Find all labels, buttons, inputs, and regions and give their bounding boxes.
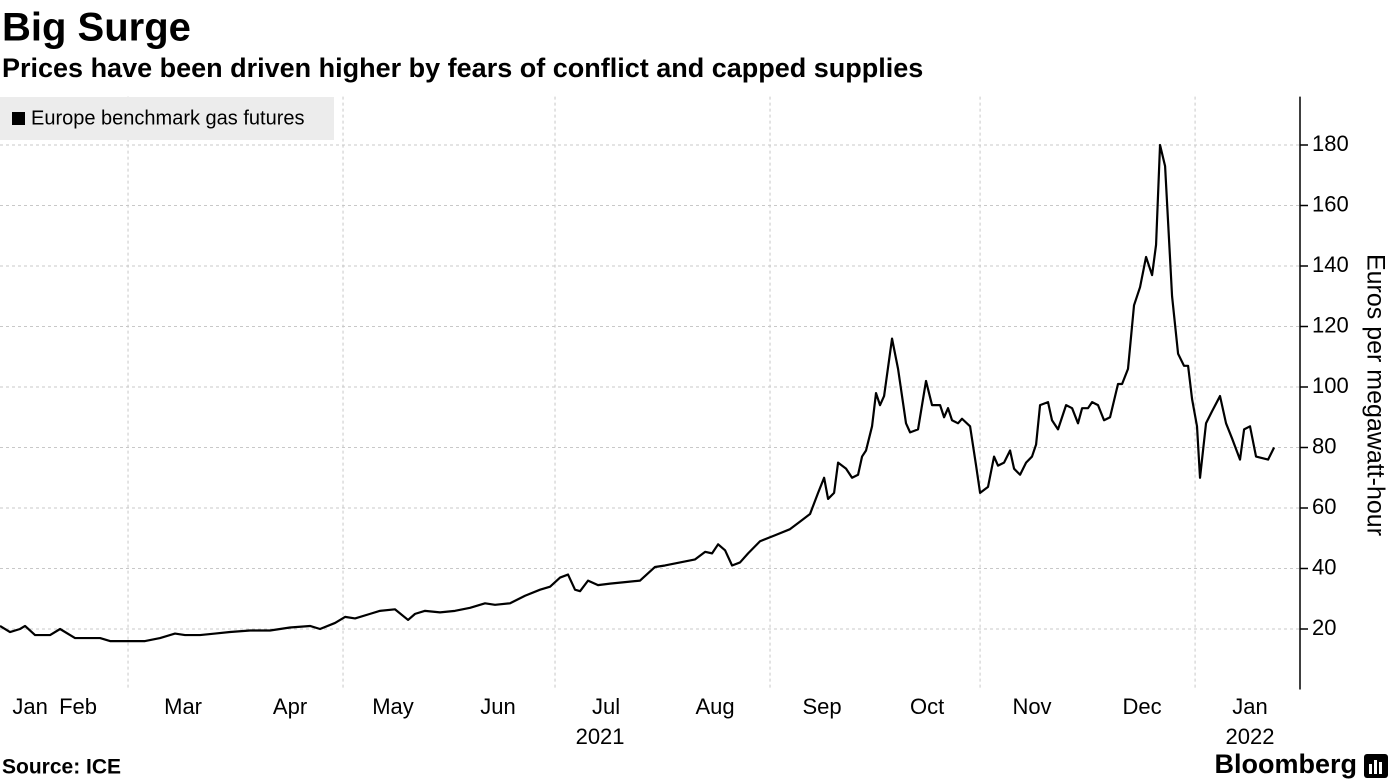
legend-swatch xyxy=(12,112,25,125)
year-label: 2022 xyxy=(1226,724,1275,749)
brand: Bloomberg xyxy=(1214,749,1357,779)
x-tick-label: Nov xyxy=(1012,694,1051,719)
legend: Europe benchmark gas futures xyxy=(0,97,334,140)
chart-subtitle: Prices have been driven higher by fears … xyxy=(2,53,923,83)
x-tick-label: Feb xyxy=(59,694,97,719)
brand-icon-bar xyxy=(1369,764,1372,774)
x-tick-label: Jan xyxy=(12,694,47,719)
legend-label: Europe benchmark gas futures xyxy=(31,107,305,129)
y-tick-label: 180 xyxy=(1312,131,1349,156)
x-tick-label: Jan xyxy=(1232,694,1267,719)
y-axis-title: Euros per megawatt-hour xyxy=(1361,254,1389,536)
chart-title: Big Surge xyxy=(2,6,191,50)
x-tick-label: Oct xyxy=(910,694,944,719)
y-tick-label: 100 xyxy=(1312,373,1349,398)
series-line xyxy=(0,143,1276,643)
source: Source: ICE xyxy=(2,756,121,779)
x-tick-label: Aug xyxy=(696,694,735,719)
y-tick-label: 80 xyxy=(1312,433,1336,458)
x-tick-label: Apr xyxy=(273,694,307,719)
x-tick-label: Sep xyxy=(802,694,841,719)
year-label: 2021 xyxy=(576,724,625,749)
brand-icon-bar xyxy=(1374,760,1377,774)
x-tick-label: Jul xyxy=(592,694,620,719)
x-tick-label: Mar xyxy=(164,694,202,719)
x-tick-label: May xyxy=(372,694,414,719)
y-tick-label: 140 xyxy=(1312,252,1349,277)
y-tick-label: 40 xyxy=(1312,554,1336,579)
y-tick-label: 60 xyxy=(1312,494,1336,519)
y-tick-label: 20 xyxy=(1312,615,1336,640)
y-tick-label: 120 xyxy=(1312,312,1349,337)
brand-icon xyxy=(1364,754,1388,778)
y-tick-label: 160 xyxy=(1312,191,1349,216)
x-tick-label: Dec xyxy=(1123,694,1162,719)
brand-icon-bar xyxy=(1379,762,1382,774)
x-tick-label: Jun xyxy=(480,694,515,719)
legend-box xyxy=(0,97,334,140)
